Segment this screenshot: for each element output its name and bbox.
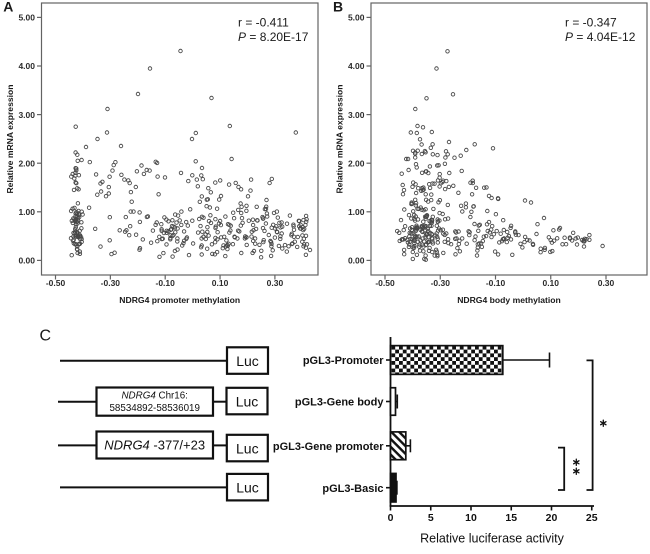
svg-text:NDRG4 -377/+23: NDRG4 -377/+23 <box>104 438 205 453</box>
svg-text:5: 5 <box>428 512 434 524</box>
svg-text:-0.30: -0.30 <box>101 278 121 288</box>
svg-text:15: 15 <box>505 512 517 524</box>
svg-text:2.00: 2.00 <box>348 158 365 168</box>
svg-text:1.00: 1.00 <box>18 207 35 217</box>
svg-text:Relative mRNA expression: Relative mRNA expression <box>5 84 15 193</box>
svg-text:P = 8.20E-17: P = 8.20E-17 <box>238 30 309 44</box>
svg-text:0.00: 0.00 <box>348 256 365 266</box>
svg-text:pGL3-Gene promoter: pGL3-Gene promoter <box>273 441 384 453</box>
svg-text:0.30: 0.30 <box>598 278 615 288</box>
svg-text:0: 0 <box>388 512 394 524</box>
svg-text:Luc: Luc <box>236 353 259 369</box>
svg-text:r = -0.347: r = -0.347 <box>565 15 617 29</box>
svg-text:25: 25 <box>586 512 598 524</box>
svg-text:pGL3-Basic: pGL3-Basic <box>322 483 383 495</box>
svg-text:Relative mRNA expression: Relative mRNA expression <box>335 84 345 193</box>
svg-text:NDRG4 body methylation: NDRG4 body methylation <box>457 295 561 305</box>
svg-text:NDRG4 Chr16:: NDRG4 Chr16: <box>121 391 187 402</box>
svg-text:Luc: Luc <box>236 440 259 456</box>
svg-text:NDRG4 promoter methylation: NDRG4 promoter methylation <box>119 295 240 305</box>
svg-text:B: B <box>333 0 343 14</box>
svg-text:3.00: 3.00 <box>18 110 35 120</box>
svg-text:A: A <box>3 0 13 14</box>
svg-text:4.00: 4.00 <box>18 61 35 71</box>
svg-text:0.10: 0.10 <box>212 278 229 288</box>
svg-text:0.30: 0.30 <box>267 278 284 288</box>
svg-text:pGL3-Gene body: pGL3-Gene body <box>295 397 385 409</box>
svg-text:5.00: 5.00 <box>18 13 35 23</box>
svg-text:20: 20 <box>546 512 558 524</box>
svg-text:Relative luciferase activity: Relative luciferase activity <box>420 532 565 546</box>
svg-text:-0.50: -0.50 <box>375 278 395 288</box>
svg-text:2.00: 2.00 <box>18 158 35 168</box>
svg-text:10: 10 <box>465 512 477 524</box>
svg-text:58534892-58536019: 58534892-58536019 <box>109 403 199 414</box>
svg-text:P = 4.04E-12: P = 4.04E-12 <box>565 30 636 44</box>
svg-text:pGL3-Promoter: pGL3-Promoter <box>303 355 384 367</box>
svg-text:Luc: Luc <box>236 393 259 409</box>
svg-text:-0.10: -0.10 <box>486 278 506 288</box>
svg-text:Luc: Luc <box>236 479 259 495</box>
svg-text:-0.50: -0.50 <box>46 278 66 288</box>
svg-text:5.00: 5.00 <box>348 13 365 23</box>
svg-text:4.00: 4.00 <box>348 61 365 71</box>
svg-text:C: C <box>40 328 52 345</box>
svg-text:0.00: 0.00 <box>18 256 35 266</box>
svg-text:1.00: 1.00 <box>348 207 365 217</box>
svg-text:-0.30: -0.30 <box>431 278 451 288</box>
svg-text:0.10: 0.10 <box>542 278 559 288</box>
svg-text:3.00: 3.00 <box>348 110 365 120</box>
svg-text:r = -0.411: r = -0.411 <box>238 15 289 29</box>
svg-text:-0.10: -0.10 <box>156 278 176 288</box>
